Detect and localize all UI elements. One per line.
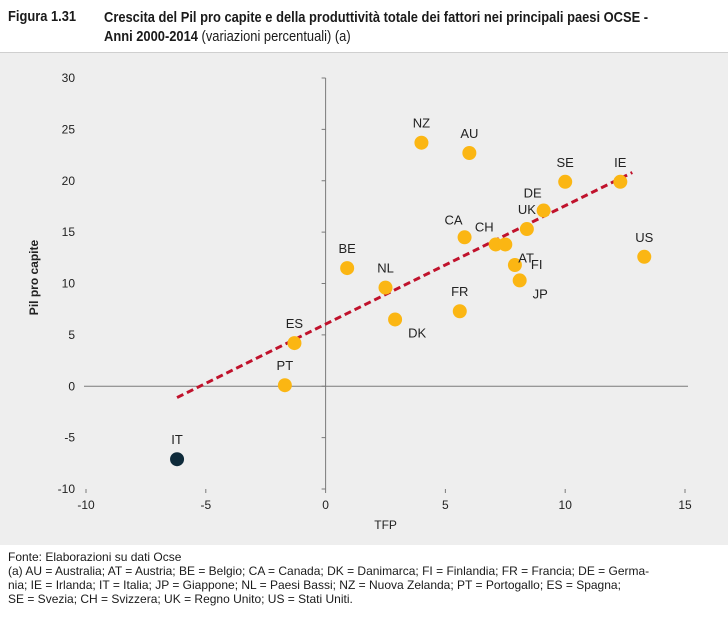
trendline xyxy=(176,171,633,399)
x-tick-label: 15 xyxy=(678,498,692,512)
point-fi xyxy=(507,258,522,273)
plot-background xyxy=(0,53,728,545)
point-de xyxy=(536,203,551,218)
y-tick-label: 0 xyxy=(68,379,75,393)
point-pt xyxy=(277,378,292,393)
point-at xyxy=(498,237,513,252)
y-tick-label: 5 xyxy=(68,328,75,342)
point-label-us: US xyxy=(635,230,653,245)
footer-source: Fonte: Elaborazioni su dati Ocse xyxy=(8,550,182,564)
y-tick-label: 20 xyxy=(62,174,76,188)
axes: -10 -5 0 5 10 15 20 25 30 -10 -5 0 5 10 15 xyxy=(58,71,692,512)
x-tick-label: -10 xyxy=(77,498,95,512)
point-label-es: ES xyxy=(286,316,304,331)
point-ch xyxy=(488,237,503,252)
point-label-nl: NL xyxy=(377,261,394,276)
y-tick-label: 30 xyxy=(62,71,76,85)
point-label-fi: FI xyxy=(531,257,543,272)
y-tick-label: -5 xyxy=(64,431,75,445)
point-label-at: AT xyxy=(518,250,534,265)
point-label-ca: CA xyxy=(445,212,463,227)
point-label-au: AU xyxy=(460,126,478,141)
point-us xyxy=(637,249,652,264)
figure-title: Crescita del Pil pro capite e della prod… xyxy=(104,8,648,46)
x-tick-label: 10 xyxy=(559,498,573,512)
y-axis-label: Pil pro capite xyxy=(27,240,41,316)
point-au xyxy=(462,146,477,161)
point-nl xyxy=(378,280,393,295)
point-fr xyxy=(452,304,467,319)
point-label-nz: NZ xyxy=(413,116,430,131)
point-se xyxy=(558,174,573,189)
points-group xyxy=(170,135,652,467)
x-tick-label: 0 xyxy=(322,498,329,512)
y-tick-label: 10 xyxy=(62,277,76,291)
x-axis-label: TFP xyxy=(374,518,397,532)
title-line-2: Anni 2000-2014 xyxy=(104,28,198,45)
point-dk xyxy=(388,312,403,327)
footer-note-line-3: SE = Svezia; CH = Svizzera; UK = Regno U… xyxy=(8,592,353,606)
point-label-ch: CH xyxy=(475,219,494,234)
x-tick-label: 5 xyxy=(442,498,449,512)
y-tick-label: 15 xyxy=(62,225,76,239)
figure-footer: Fonte: Elaborazioni su dati Ocse (a) AU … xyxy=(8,550,724,606)
title-line-1: Crescita del Pil pro capite e della prod… xyxy=(104,9,649,26)
point-es xyxy=(287,336,302,351)
point-be xyxy=(340,261,355,276)
header-divider xyxy=(0,52,728,53)
point-label-ie: IE xyxy=(614,155,627,170)
point-label-fr: FR xyxy=(451,284,468,299)
figure-header: Figura 1.31 Crescita del Pil pro capite … xyxy=(8,4,724,50)
footer-note-line-2: nia; IE = Irlanda; IT = Italia; JP = Gia… xyxy=(8,578,621,592)
point-label-uk: UK xyxy=(518,202,536,217)
point-label-it: IT xyxy=(171,432,183,447)
point-nz xyxy=(414,135,429,150)
point-label-dk: DK xyxy=(408,325,426,340)
point-jp xyxy=(512,273,527,288)
footer-note-line-1: (a) AU = Australia; AT = Austria; BE = B… xyxy=(8,564,650,578)
point-label-pt: PT xyxy=(277,358,294,373)
title-subtitle: (variazioni percentuali) (a) xyxy=(197,28,351,45)
trendline-group xyxy=(176,171,633,399)
x-tick-label: -5 xyxy=(200,498,211,512)
point-label-be: BE xyxy=(338,241,356,256)
point-it xyxy=(170,452,185,467)
point-label-jp: JP xyxy=(533,286,548,301)
figure-label: Figura 1.31 xyxy=(8,8,77,25)
point-ie xyxy=(613,174,628,189)
y-tick-label: -10 xyxy=(58,482,76,496)
point-label-de: DE xyxy=(524,186,542,201)
point-ca xyxy=(457,230,472,245)
point-label-se: SE xyxy=(557,155,575,170)
point-uk xyxy=(519,222,534,237)
y-tick-label: 25 xyxy=(62,122,76,136)
